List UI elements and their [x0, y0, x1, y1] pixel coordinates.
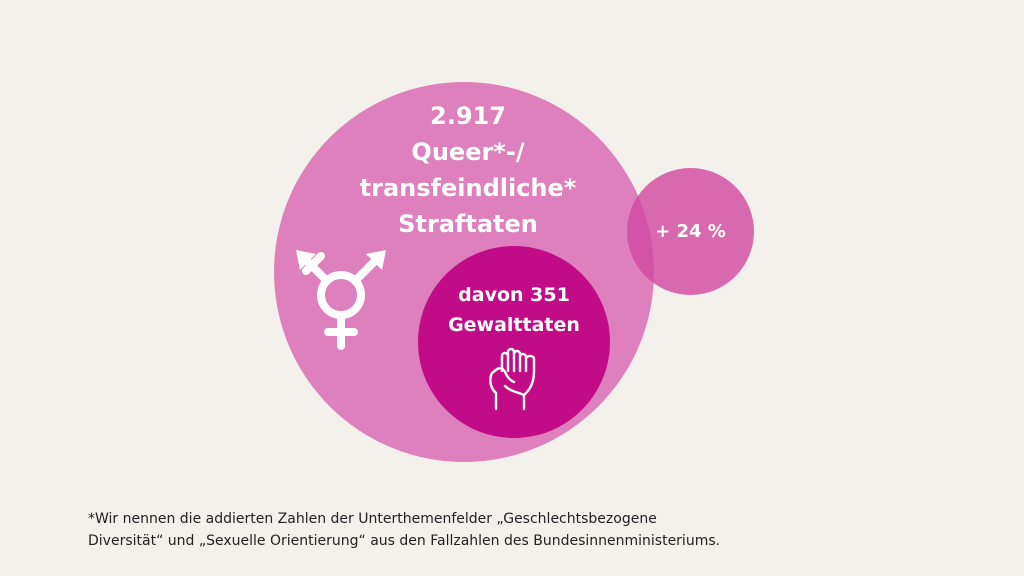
violent-crimes-line-2: Gewalttaten: [448, 314, 580, 336]
total-crimes-label-line-2: transfeindliche*: [359, 174, 577, 202]
total-crimes-label-line-3: Straftaten: [398, 210, 538, 238]
footnote-line-2: Diversität“ und „Sexuelle Orientierung“ …: [88, 533, 721, 549]
violent-crimes-text: davon 351 Gewalttaten: [418, 280, 610, 340]
growth-circle: [627, 168, 754, 295]
total-crimes-label-line-1: Queer*-/: [411, 138, 525, 166]
footnote: *Wir nennen die addierten Zahlen der Unt…: [88, 508, 988, 552]
growth-percentage: + 24 %: [655, 221, 726, 242]
transgender-symbol-icon: [296, 250, 386, 350]
violent-crimes-circle: [418, 246, 610, 438]
total-crimes-count: 2.917: [430, 102, 506, 130]
footnote-line-1: *Wir nennen die addierten Zahlen der Unt…: [88, 511, 657, 527]
total-crimes-text: 2.917 Queer*-/ transfeindliche* Straftat…: [318, 98, 618, 242]
violent-crimes-line-1: davon 351: [458, 284, 570, 306]
raised-fist-icon: [489, 347, 536, 411]
